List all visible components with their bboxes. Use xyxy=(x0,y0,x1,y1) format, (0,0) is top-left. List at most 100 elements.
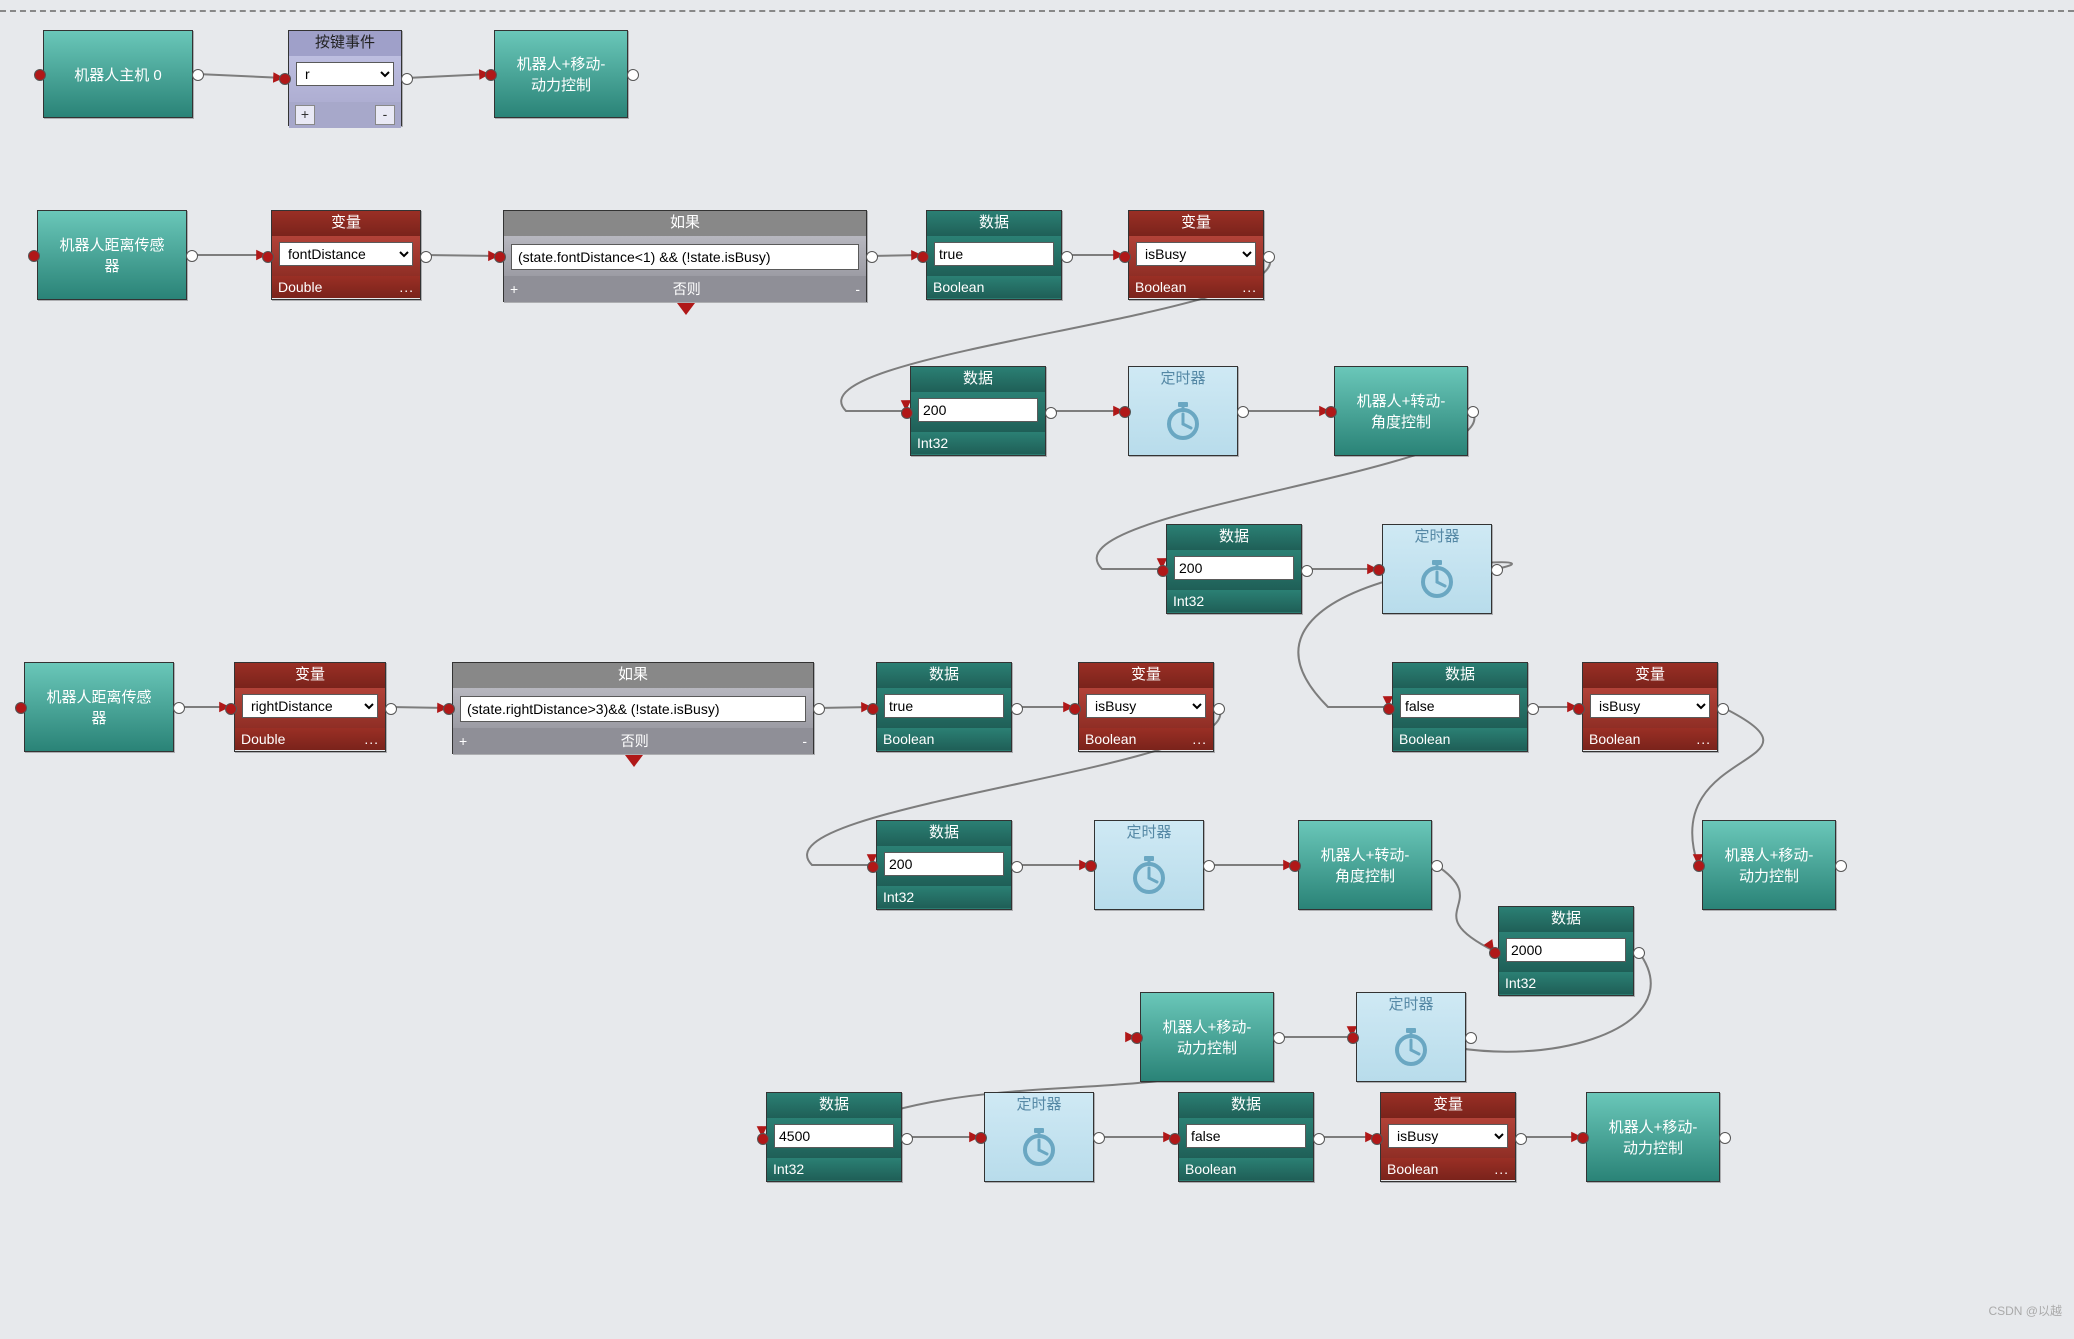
more-icon[interactable]: ... xyxy=(364,731,379,747)
output-port[interactable] xyxy=(1011,861,1023,873)
input-port[interactable] xyxy=(1577,1132,1589,1144)
node-dataFalseB[interactable]: 数据Boolean xyxy=(1178,1092,1314,1182)
value-input[interactable] xyxy=(774,1124,894,1148)
value-input[interactable] xyxy=(1400,694,1520,718)
node-motor4[interactable]: 机器人+移动-动力控制 xyxy=(1140,992,1274,1082)
input-port[interactable] xyxy=(1119,251,1131,263)
node-data2000[interactable]: 数据Int32 xyxy=(1498,906,1634,996)
output-port[interactable] xyxy=(1213,703,1225,715)
input-port[interactable] xyxy=(1157,565,1169,577)
more-icon[interactable]: ... xyxy=(1242,279,1257,295)
output-port[interactable] xyxy=(420,251,432,263)
output-port[interactable] xyxy=(1273,1032,1285,1044)
node-varRightDist[interactable]: 变量rightDistanceDouble... xyxy=(234,662,386,752)
condition-input[interactable] xyxy=(511,244,859,270)
output-port[interactable] xyxy=(813,703,825,715)
input-port[interactable] xyxy=(443,703,455,715)
node-if2[interactable]: 如果+否则- xyxy=(452,662,814,754)
input-port[interactable] xyxy=(757,1133,769,1145)
minus-button[interactable]: - xyxy=(375,105,395,125)
node-distSensor2[interactable]: 机器人距离传感器 xyxy=(24,662,174,752)
output-port[interactable] xyxy=(1467,406,1479,418)
output-port[interactable] xyxy=(1045,407,1057,419)
minus-label[interactable]: - xyxy=(802,733,807,749)
value-select[interactable]: isBusy xyxy=(1086,694,1206,718)
node-distSensor1[interactable]: 机器人距离传感器 xyxy=(37,210,187,300)
plus-button[interactable]: + xyxy=(295,105,315,125)
output-port[interactable] xyxy=(1431,860,1443,872)
value-select[interactable]: fontDistance xyxy=(279,242,413,266)
input-port[interactable] xyxy=(1119,406,1131,418)
output-port[interactable] xyxy=(192,69,204,81)
node-timer5[interactable]: 定时器 xyxy=(984,1092,1094,1182)
input-port[interactable] xyxy=(1347,1032,1359,1044)
more-icon[interactable]: ... xyxy=(399,279,414,295)
output-port[interactable] xyxy=(1313,1133,1325,1145)
node-if1[interactable]: 如果+否则- xyxy=(503,210,867,302)
input-port[interactable] xyxy=(867,703,879,715)
output-port[interactable] xyxy=(401,73,413,85)
value-input[interactable] xyxy=(884,694,1004,718)
output-port[interactable] xyxy=(1717,703,1729,715)
input-port[interactable] xyxy=(15,702,27,714)
node-varIsBusyA[interactable]: 变量isBusyBoolean... xyxy=(1582,662,1718,752)
output-port[interactable] xyxy=(627,69,639,81)
input-port[interactable] xyxy=(1325,406,1337,418)
input-port[interactable] xyxy=(485,69,497,81)
value-input[interactable] xyxy=(1506,938,1626,962)
node-varIsBusyB[interactable]: 变量isBusyBoolean... xyxy=(1380,1092,1516,1182)
value-input[interactable] xyxy=(934,242,1054,266)
node-varIsBusy1[interactable]: 变量isBusyBoolean... xyxy=(1128,210,1264,300)
value-input[interactable] xyxy=(884,852,1004,876)
input-port[interactable] xyxy=(917,251,929,263)
input-port[interactable] xyxy=(1069,703,1081,715)
output-port[interactable] xyxy=(1465,1032,1477,1044)
output-port[interactable] xyxy=(1203,860,1215,872)
node-data4500[interactable]: 数据Int32 xyxy=(766,1092,902,1182)
output-port[interactable] xyxy=(1263,251,1275,263)
node-dataFalseA[interactable]: 数据Boolean xyxy=(1392,662,1528,752)
output-port[interactable] xyxy=(1515,1133,1527,1145)
value-select[interactable]: rightDistance xyxy=(242,694,378,718)
input-port[interactable] xyxy=(34,69,46,81)
plus-label[interactable]: + xyxy=(510,281,518,297)
node-motor3[interactable]: 机器人+移动-动力控制 xyxy=(1702,820,1836,910)
value-input[interactable] xyxy=(918,398,1038,422)
minus-label[interactable]: - xyxy=(855,281,860,297)
value-input[interactable] xyxy=(1186,1124,1306,1148)
output-port[interactable] xyxy=(1491,564,1503,576)
node-data200b[interactable]: 数据Int32 xyxy=(1166,524,1302,614)
input-port[interactable] xyxy=(901,407,913,419)
input-port[interactable] xyxy=(28,250,40,262)
input-port[interactable] xyxy=(1693,860,1705,872)
flow-canvas[interactable]: 机器人主机 0按键事件r+-机器人+移动-动力控制机器人距离传感器变量fontD… xyxy=(0,10,2074,1327)
input-port[interactable] xyxy=(1169,1133,1181,1145)
value-select[interactable]: isBusy xyxy=(1590,694,1710,718)
more-icon[interactable]: ... xyxy=(1494,1161,1509,1177)
output-port[interactable] xyxy=(173,702,185,714)
input-port[interactable] xyxy=(867,861,879,873)
node-timer3[interactable]: 定时器 xyxy=(1094,820,1204,910)
output-port[interactable] xyxy=(1237,406,1249,418)
input-port[interactable] xyxy=(1131,1032,1143,1044)
node-motor5[interactable]: 机器人+移动-动力控制 xyxy=(1586,1092,1720,1182)
input-port[interactable] xyxy=(262,251,274,263)
node-dataTrue1[interactable]: 数据Boolean xyxy=(926,210,1062,300)
output-port[interactable] xyxy=(186,250,198,262)
input-port[interactable] xyxy=(1085,860,1097,872)
node-rotCtrl1[interactable]: 机器人+转动-角度控制 xyxy=(1334,366,1468,456)
input-port[interactable] xyxy=(1573,703,1585,715)
input-port[interactable] xyxy=(1383,703,1395,715)
node-timer1[interactable]: 定时器 xyxy=(1128,366,1238,456)
output-port[interactable] xyxy=(866,251,878,263)
node-rotCtrl2[interactable]: 机器人+转动-角度控制 xyxy=(1298,820,1432,910)
output-port[interactable] xyxy=(1093,1132,1105,1144)
node-keyEvent[interactable]: 按键事件r+- xyxy=(288,30,402,126)
input-port[interactable] xyxy=(975,1132,987,1144)
value-select[interactable]: isBusy xyxy=(1136,242,1256,266)
value-input[interactable] xyxy=(1174,556,1294,580)
more-icon[interactable]: ... xyxy=(1192,731,1207,747)
output-port[interactable] xyxy=(385,703,397,715)
condition-input[interactable] xyxy=(460,696,806,722)
node-timer4[interactable]: 定时器 xyxy=(1356,992,1466,1082)
